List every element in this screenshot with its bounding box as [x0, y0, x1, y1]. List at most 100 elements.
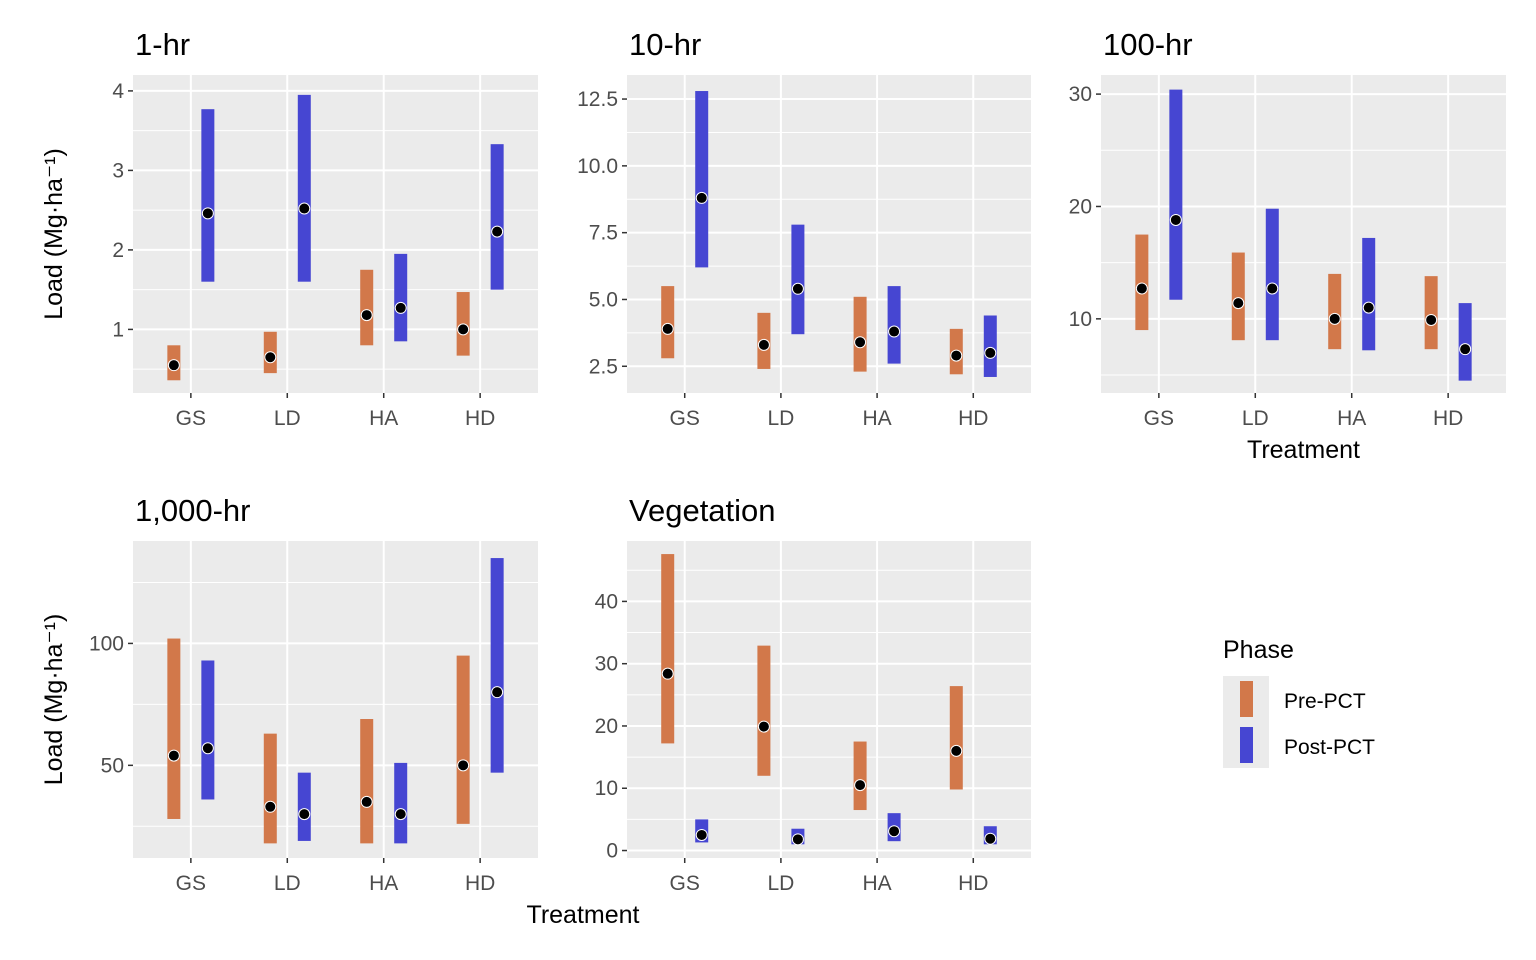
x-tick-label: LD	[274, 407, 301, 430]
x-tick-label: HD	[958, 872, 988, 895]
mean-point-pre-ha	[360, 309, 373, 322]
legend-label-post-pct: Post-PCT	[1284, 736, 1375, 759]
mean-point-post-gs	[201, 742, 214, 755]
x-tick-label: HD	[465, 407, 495, 430]
mean-point-post-ld	[298, 202, 311, 215]
x-tick-label: HA	[369, 407, 398, 430]
panel-background	[627, 541, 1031, 858]
y-tick-label: 12.5	[577, 88, 618, 111]
mean-point-post-ha	[1362, 301, 1375, 314]
x-tick-label: HA	[863, 872, 892, 895]
legend-label-pre-pct: Pre-PCT	[1284, 690, 1366, 713]
x-tick-label: GS	[176, 407, 206, 430]
range-bar-pre-gs	[1135, 234, 1149, 331]
y-axis-title: Load (Mg·ha⁻¹)	[40, 614, 68, 786]
mean-point-post-ld	[298, 808, 311, 821]
panel-background	[133, 75, 538, 393]
mean-point-post-gs	[201, 207, 214, 220]
range-bar-post-ha	[1362, 237, 1376, 351]
panels: 1 2 3 4 GS LD HA HD 1-hr Load (Mg·ha⁻¹) 2.5 5.0 7.5 1…	[40, 27, 1506, 929]
x-tick-label: GS	[670, 407, 700, 430]
legend-title: Phase	[1223, 636, 1294, 664]
y-tick-label: 3	[112, 159, 124, 182]
mean-point-pre-ha	[1328, 312, 1341, 325]
mean-point-pre-ld	[264, 800, 277, 813]
panel-5: 0 10 20 30 40 GS LD HA HD Vegetation	[595, 493, 1031, 895]
range-bar-pre-ha	[853, 296, 867, 372]
range-bar-pre-hd	[949, 686, 963, 790]
mean-point-post-hd	[984, 832, 997, 845]
mean-point-pre-ld	[264, 351, 277, 364]
x-tick-label: HD	[1433, 407, 1463, 430]
panel-1: 1 2 3 4 GS LD HA HD 1-hr Load (Mg·ha⁻¹)	[40, 27, 538, 430]
range-bar-pre-ha	[853, 741, 867, 811]
y-tick-label: 5.0	[589, 288, 618, 311]
x-tick-label: HA	[369, 872, 398, 895]
y-tick-label: 50	[101, 754, 124, 777]
mean-point-post-ha	[394, 808, 407, 821]
mean-point-pre-hd	[950, 349, 963, 362]
mean-point-post-ld	[791, 833, 804, 846]
panel-2: 2.5 5.0 7.5 10.0 12.5 GS LD HA HD 10-hr	[577, 27, 1031, 430]
mean-point-post-hd	[491, 686, 504, 699]
range-bar-pre-gs	[661, 286, 675, 359]
mean-point-post-gs	[695, 191, 708, 204]
range-bar-post-gs	[201, 660, 215, 800]
range-bar-pre-ld	[263, 733, 277, 844]
mean-point-pre-gs	[167, 749, 180, 762]
y-axis-title: Load (Mg·ha⁻¹)	[40, 148, 68, 320]
mean-point-pre-hd	[457, 323, 470, 336]
mean-point-pre-hd	[457, 759, 470, 772]
y-tick-label: 7.5	[589, 222, 618, 245]
mean-point-pre-ha	[360, 795, 373, 808]
range-bar-post-hd	[490, 144, 504, 290]
mean-point-pre-ha	[854, 336, 867, 349]
y-tick-label: 4	[112, 80, 124, 103]
range-bar-pre-gs	[661, 554, 675, 744]
range-bar-pre-ha	[360, 719, 374, 844]
panel-background	[627, 75, 1031, 393]
x-tick-label: HA	[863, 407, 892, 430]
panel-3: 10 20 30 GS LD HA HD 100-hr Treatment	[1069, 27, 1506, 464]
x-tick-label: HA	[1337, 407, 1366, 430]
y-tick-label: 100	[89, 632, 124, 655]
mean-point-pre-gs	[661, 667, 674, 680]
mean-point-pre-gs	[661, 322, 674, 335]
mean-point-post-ha	[888, 325, 901, 338]
range-bar-post-gs	[201, 109, 215, 282]
panel-background	[133, 541, 538, 858]
mean-point-post-hd	[1459, 343, 1472, 356]
mean-point-pre-ha	[854, 779, 867, 792]
mean-point-post-gs	[1169, 213, 1182, 226]
y-tick-label: 2	[112, 239, 124, 262]
mean-point-post-ld	[1266, 282, 1279, 295]
range-bar-pre-gs	[167, 638, 181, 819]
range-bar-post-ld	[297, 94, 311, 282]
x-tick-label: LD	[1242, 407, 1269, 430]
mean-point-post-gs	[695, 828, 708, 841]
x-tick-label: GS	[1144, 407, 1174, 430]
y-tick-label: 10	[595, 777, 618, 800]
mean-point-pre-ld	[757, 720, 770, 733]
range-bar-post-hd	[1458, 303, 1472, 381]
range-bar-post-hd	[983, 315, 997, 377]
y-tick-label: 30	[595, 653, 618, 676]
y-tick-label: 0	[606, 840, 618, 863]
range-bar-post-ld	[1265, 208, 1279, 341]
range-bar-pre-ha	[360, 269, 374, 346]
y-tick-label: 10.0	[577, 155, 618, 178]
range-bar-pre-hd	[456, 655, 470, 824]
range-bar-pre-hd	[1424, 276, 1438, 350]
panel-title: Vegetation	[629, 493, 776, 528]
y-tick-label: 1	[112, 318, 124, 341]
range-bar-post-ha	[887, 286, 901, 364]
x-tick-label: LD	[767, 872, 794, 895]
range-bar-post-ha	[394, 253, 408, 342]
range-bar-post-gs	[695, 91, 709, 268]
legend: Phase Pre-PCT Post-PCT	[1223, 636, 1375, 768]
y-tick-label: 2.5	[589, 355, 618, 378]
range-bar-post-ld	[297, 772, 311, 841]
x-tick-label: GS	[176, 872, 206, 895]
legend-key-pre-pct	[1240, 681, 1253, 717]
